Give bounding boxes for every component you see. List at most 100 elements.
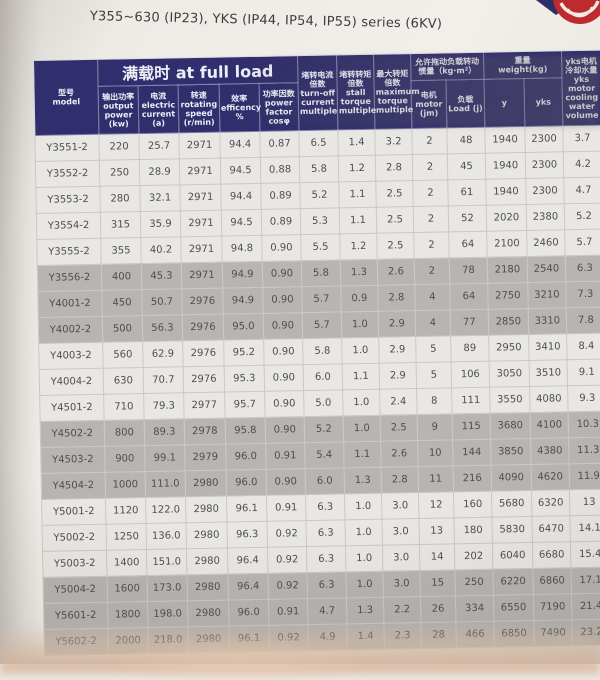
value-cell: 2978 bbox=[184, 418, 226, 445]
value-cell: 106 bbox=[451, 361, 490, 388]
col-header-efficiency-en: efficency % bbox=[220, 102, 262, 122]
value-cell: 900 bbox=[104, 445, 146, 473]
value-cell: 4.2 bbox=[563, 151, 600, 178]
model-cell: Y4004-2 bbox=[39, 368, 104, 396]
value-cell: 2.8 bbox=[377, 284, 416, 312]
value-cell: 2.5 bbox=[380, 414, 418, 442]
value-cell: 9.1 bbox=[567, 359, 600, 386]
value-cell: 6.3 bbox=[565, 255, 600, 282]
value-cell: 136.0 bbox=[146, 522, 187, 550]
value-cell: 2.8 bbox=[375, 154, 413, 182]
value-cell: 25.7 bbox=[138, 132, 180, 160]
col-header-turnoff-en: turn-off current multiple bbox=[299, 87, 338, 116]
value-cell: 3210 bbox=[527, 281, 567, 309]
col-header-efficiency: 效率 efficency % bbox=[218, 83, 262, 133]
value-cell: 6470 bbox=[531, 515, 571, 543]
value-cell: 96.3 bbox=[226, 521, 268, 549]
value-cell: 6.3 bbox=[305, 519, 346, 547]
value-cell: 45 bbox=[447, 153, 486, 180]
col-header-load-inertia: 负载 Load (j) bbox=[445, 79, 485, 128]
value-cell: 95.3 bbox=[224, 365, 265, 393]
value-cell: 173.0 bbox=[146, 574, 188, 602]
value-cell: 5.7 bbox=[301, 285, 342, 313]
value-cell: 0.90 bbox=[263, 312, 303, 340]
col-header-cooling-water: yks电机 冷却水量 yks motor cooling water volum… bbox=[561, 50, 600, 126]
spec-table: 型号 model 满载时 at full load 堵转电流倍数 turn-of… bbox=[33, 50, 600, 656]
value-cell: 2020 bbox=[486, 204, 527, 232]
value-cell: 6.3 bbox=[306, 571, 347, 599]
value-cell: 50.7 bbox=[141, 288, 183, 316]
value-cell: 5680 bbox=[491, 490, 532, 518]
value-cell: 62.9 bbox=[142, 340, 184, 368]
value-cell: 5830 bbox=[491, 516, 533, 544]
value-cell: 3410 bbox=[528, 333, 568, 361]
value-cell: 1.1 bbox=[338, 181, 377, 208]
value-cell: 96.1 bbox=[226, 495, 267, 523]
value-cell: 3.0 bbox=[381, 492, 419, 520]
value-cell: 1940 bbox=[485, 178, 527, 206]
value-cell: 6550 bbox=[493, 594, 534, 622]
value-cell: 4.7 bbox=[563, 177, 600, 204]
value-cell: 1.3 bbox=[344, 467, 382, 494]
value-cell: 6.5 bbox=[298, 129, 339, 157]
value-cell: 9.3 bbox=[567, 385, 600, 412]
value-cell: 2971 bbox=[179, 158, 221, 185]
value-cell: 2 bbox=[414, 257, 450, 285]
col-header-turnoff-current: 堵转电流倍数 turn-off current multiple bbox=[297, 54, 338, 131]
model-cell: Y4502-2 bbox=[40, 420, 105, 448]
value-cell: 0.90 bbox=[263, 338, 304, 366]
model-cell: Y3554-2 bbox=[36, 212, 101, 240]
value-cell: 2980 bbox=[186, 522, 228, 549]
value-cell: 7190 bbox=[533, 593, 572, 621]
value-cell: 94.5 bbox=[221, 209, 262, 237]
value-cell: 2980 bbox=[186, 548, 228, 575]
value-cell: 0.90 bbox=[264, 364, 304, 392]
model-cell: Y4002-2 bbox=[38, 316, 103, 344]
value-cell: 2 bbox=[413, 231, 450, 259]
value-cell: 2300 bbox=[525, 177, 565, 205]
value-cell: 56.3 bbox=[142, 314, 183, 342]
value-cell: 96.0 bbox=[226, 469, 267, 497]
value-cell: 500 bbox=[102, 315, 143, 343]
spec-table-wrap: 型号 model 满载时 at full load 堵转电流倍数 turn-of… bbox=[33, 50, 600, 656]
value-cell: 10.3 bbox=[568, 411, 600, 438]
col-header-turnoff-zh: 堵转电流倍数 bbox=[301, 69, 334, 89]
value-cell: 2980 bbox=[185, 496, 227, 523]
value-cell: 2950 bbox=[488, 334, 530, 362]
table-body: Y3551-2 220 25.7 2971 94.4 0.87 6.5 1.4 3.2 2 48 19… bbox=[34, 125, 600, 656]
value-cell: 1.0 bbox=[345, 545, 383, 572]
col-header-power-factor-zh: 功率因数 bbox=[262, 88, 295, 99]
value-cell: 4380 bbox=[530, 437, 570, 465]
col-header-model-en: model bbox=[52, 97, 81, 107]
value-cell: 2180 bbox=[487, 256, 528, 284]
value-cell: 11.9 bbox=[569, 463, 600, 490]
col-header-output-power: 输出功率 output power (kw) bbox=[97, 85, 139, 135]
col-header-stall-zh: 堵转转矩倍数 bbox=[339, 69, 372, 88]
col-header-power-factor-en: power factor cosφ bbox=[264, 97, 293, 126]
value-cell: 8.4 bbox=[566, 333, 600, 360]
value-cell: 5.4 bbox=[304, 441, 345, 469]
value-cell: 15.4 bbox=[570, 541, 600, 568]
model-cell: Y5002-2 bbox=[42, 524, 107, 552]
col-header-weight-yks: yks bbox=[523, 77, 563, 127]
model-cell: Y4503-2 bbox=[40, 446, 106, 474]
col-header-stall-torque: 堵转转矩倍数 stall torque multiple bbox=[336, 54, 376, 130]
model-cell: Y3555-2 bbox=[36, 238, 102, 266]
value-cell: 61 bbox=[447, 179, 487, 206]
value-cell: 6.3 bbox=[305, 493, 345, 521]
value-cell: 2971 bbox=[180, 236, 223, 263]
value-cell: 95.8 bbox=[225, 417, 266, 445]
value-cell: 1.0 bbox=[344, 493, 382, 520]
value-cell: 151.0 bbox=[146, 548, 187, 576]
value-cell: 0.89 bbox=[260, 182, 301, 210]
value-cell: 1.0 bbox=[341, 311, 379, 338]
value-cell: 5.2 bbox=[299, 181, 340, 209]
value-cell: 334 bbox=[455, 595, 494, 622]
value-cell: 1.3 bbox=[346, 597, 384, 624]
value-cell: 1120 bbox=[105, 497, 147, 525]
value-cell: 2.6 bbox=[377, 258, 415, 286]
value-cell: 2976 bbox=[183, 366, 225, 393]
value-cell: 52 bbox=[448, 205, 487, 232]
col-header-output-power-en: output power (kw) bbox=[103, 100, 134, 129]
value-cell: 4.7 bbox=[307, 597, 347, 625]
